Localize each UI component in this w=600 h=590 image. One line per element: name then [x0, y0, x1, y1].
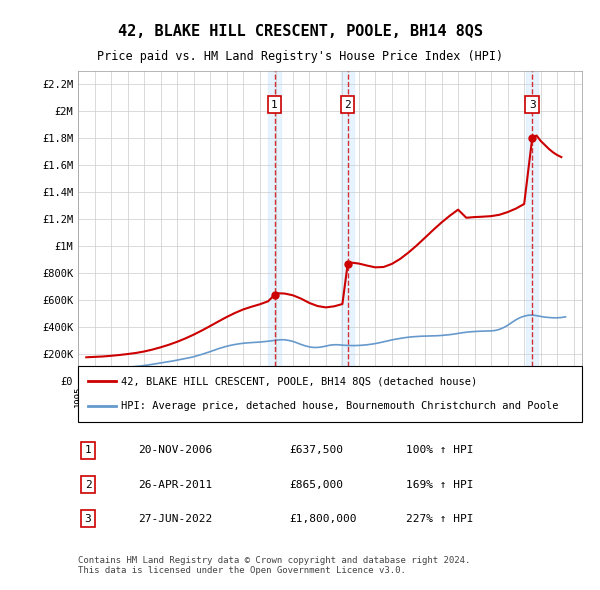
Text: £865,000: £865,000 [290, 480, 344, 490]
Text: £637,500: £637,500 [290, 445, 344, 455]
Text: 227% ↑ HPI: 227% ↑ HPI [406, 514, 473, 523]
Text: 3: 3 [529, 100, 536, 110]
Text: £1,800,000: £1,800,000 [290, 514, 357, 523]
Text: 42, BLAKE HILL CRESCENT, POOLE, BH14 8QS (detached house): 42, BLAKE HILL CRESCENT, POOLE, BH14 8QS… [121, 376, 477, 386]
FancyBboxPatch shape [78, 366, 582, 422]
Text: 26-APR-2011: 26-APR-2011 [139, 480, 213, 490]
Text: HPI: Average price, detached house, Bournemouth Christchurch and Poole: HPI: Average price, detached house, Bour… [121, 401, 559, 411]
Text: Contains HM Land Registry data © Crown copyright and database right 2024.
This d: Contains HM Land Registry data © Crown c… [78, 556, 470, 575]
Text: 20-NOV-2006: 20-NOV-2006 [139, 445, 213, 455]
Bar [341, 71, 354, 381]
Text: 100% ↑ HPI: 100% ↑ HPI [406, 445, 473, 455]
Text: Price paid vs. HM Land Registry's House Price Index (HPI): Price paid vs. HM Land Registry's House … [97, 50, 503, 63]
Text: 2: 2 [344, 100, 351, 110]
Text: 1: 1 [85, 445, 91, 455]
Text: 2: 2 [85, 480, 91, 490]
Text: 1: 1 [271, 100, 278, 110]
Text: 169% ↑ HPI: 169% ↑ HPI [406, 480, 473, 490]
Text: 42, BLAKE HILL CRESCENT, POOLE, BH14 8QS: 42, BLAKE HILL CRESCENT, POOLE, BH14 8QS [118, 24, 482, 38]
Bar [268, 71, 281, 381]
Text: 27-JUN-2022: 27-JUN-2022 [139, 514, 213, 523]
Bar [526, 71, 538, 381]
Text: 3: 3 [85, 514, 91, 523]
